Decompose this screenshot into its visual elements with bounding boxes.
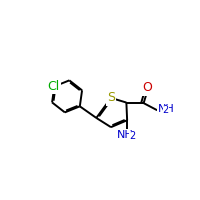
- Text: NH: NH: [157, 104, 174, 114]
- Text: 2: 2: [129, 131, 136, 141]
- Text: Cl: Cl: [47, 80, 60, 93]
- Text: NH: NH: [117, 130, 134, 140]
- Text: 2: 2: [163, 105, 169, 115]
- Text: S: S: [107, 91, 115, 104]
- Text: O: O: [142, 81, 152, 94]
